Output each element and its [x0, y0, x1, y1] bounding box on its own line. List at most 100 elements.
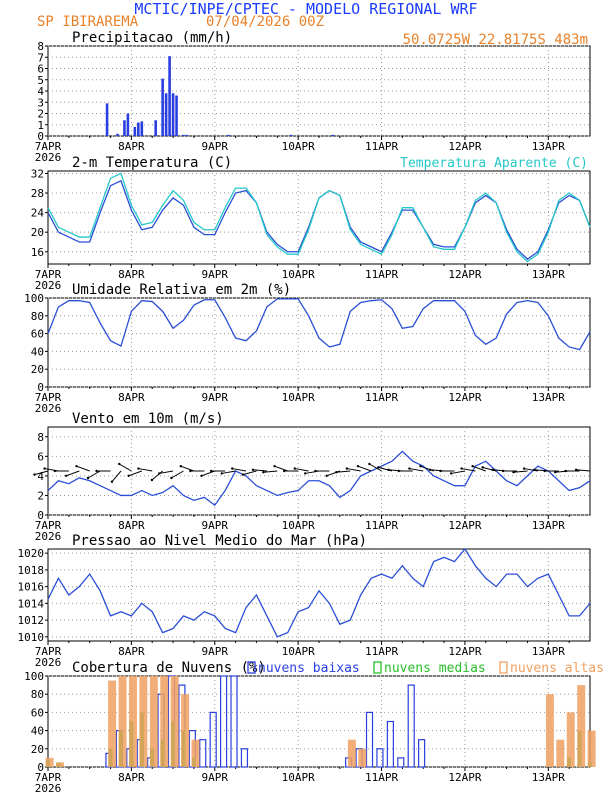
precip-bar	[126, 113, 130, 136]
cloud-bar-low	[407, 684, 415, 768]
wind-vector-head	[262, 471, 265, 474]
wind-vector-head	[231, 467, 234, 470]
x-tick-label: 13APR	[532, 645, 565, 658]
wind-vector	[409, 468, 424, 472]
y-tick-label: 3	[37, 96, 44, 109]
x-tick-label: 9APR	[202, 391, 229, 404]
panel-title: Pressao ao Nivel Medio do Mar (hPa)	[72, 533, 367, 549]
wind-vector-head	[554, 471, 557, 474]
y-tick-label: 7	[37, 51, 44, 64]
cloud-bar-high	[160, 676, 169, 767]
x-year-label: 2026	[35, 402, 62, 415]
x-tick-label: 11APR	[365, 268, 398, 281]
y-tick-label: 2	[37, 489, 44, 502]
wind-vector	[513, 470, 528, 473]
station-name: SP IBIRAREMA	[37, 14, 139, 30]
wind-vector	[472, 465, 486, 472]
x-tick-label: 8APR	[118, 519, 145, 532]
wind-vector-head	[158, 472, 161, 475]
wind-vector-head	[64, 474, 68, 477]
cloud-bar-low	[386, 720, 394, 768]
cloud-bar-high	[108, 680, 117, 767]
x-tick-label: 8APR	[118, 771, 145, 784]
x-tick-label: 12APR	[448, 771, 481, 784]
forecast-date: 07/04/2026 00Z	[206, 14, 324, 30]
precip-bar	[182, 134, 185, 136]
x-tick-label: 7APR	[35, 140, 62, 153]
wind-vector-head	[428, 468, 432, 471]
precip-bar	[133, 127, 137, 136]
wind-vector-head	[325, 474, 328, 477]
precip-bar	[171, 93, 175, 136]
precip-bar	[227, 134, 230, 136]
wind-vector-head	[127, 474, 130, 477]
precip-bar	[123, 120, 126, 136]
x-tick-label: 13APR	[532, 268, 565, 281]
y-tick-label: 8	[37, 40, 44, 53]
panel-title: 2-m Temperatura (C)	[72, 155, 232, 171]
wind-vector-head	[170, 476, 173, 480]
y-tick-label: 1014	[18, 597, 45, 610]
cloud-bar-high	[149, 676, 158, 767]
y-tick-label: 1	[37, 119, 44, 132]
y-tick-label: 0	[37, 509, 44, 522]
y-tick-label: 28	[31, 187, 44, 200]
x-tick-label: 7APR	[35, 268, 62, 281]
y-tick-label: 20	[31, 743, 44, 756]
cloud-bar-low	[219, 675, 228, 768]
y-tick-label: 0	[37, 130, 44, 143]
x-tick-label: 8APR	[118, 140, 145, 153]
wind-vector-head	[481, 466, 484, 469]
wind-vector	[274, 465, 288, 472]
cloud-bar-high	[577, 685, 586, 767]
panel-title: Precipitacao (mm/h)	[72, 30, 232, 46]
wind-vector-head	[387, 468, 390, 471]
legend-swatch	[373, 661, 382, 674]
y-tick-label: 4	[37, 470, 44, 483]
cloud-bar-high	[56, 762, 65, 767]
wind-vector	[111, 470, 122, 483]
wind-vector	[201, 470, 215, 477]
x-tick-label: 9APR	[202, 268, 229, 281]
x-tick-label: 13APR	[532, 140, 565, 153]
wind-vector-head	[314, 469, 317, 473]
y-tick-label: 24	[31, 207, 45, 220]
y-tick-label: 100	[24, 292, 44, 305]
x-tick-label: 11APR	[365, 519, 398, 532]
x-tick-label: 12APR	[448, 391, 481, 404]
plot-frame	[47, 675, 591, 768]
y-tick-label: 1010	[18, 631, 45, 644]
wind-vector	[524, 468, 538, 472]
wind-vector-head	[150, 478, 154, 482]
wind-vector-head	[377, 466, 380, 469]
wind-vector-head	[419, 465, 422, 468]
y-tick-label: 6	[37, 63, 44, 76]
wind-vector	[482, 466, 497, 472]
cloud-bar-high	[139, 676, 148, 767]
x-tick-label: 11APR	[365, 391, 398, 404]
precip-bar	[289, 134, 293, 136]
x-tick-label: 9APR	[202, 645, 229, 658]
x-year-label: 2026	[35, 782, 62, 792]
wind-vector-head	[501, 469, 505, 473]
legend-label: nuvens medias	[384, 661, 486, 676]
wind-vector-head	[137, 467, 140, 470]
cloud-bar-low	[418, 739, 426, 768]
x-tick-label: 10APR	[282, 268, 315, 281]
x-tick-label: 7APR	[35, 771, 62, 784]
y-tick-label: 0	[37, 761, 44, 774]
series-line-temp	[47, 172, 591, 263]
x-tick-label: 12APR	[448, 645, 481, 658]
wind-vector-head	[491, 468, 494, 471]
precip-bar	[331, 134, 335, 136]
y-tick-label: 40	[31, 725, 44, 738]
wind-vector	[151, 470, 163, 481]
panel-temp: 16 20 24 28 32 7APR 8APR 9APR 10APR 11APR 12APR 13A…	[31, 155, 591, 292]
x-tick-label: 7APR	[35, 391, 62, 404]
precip-bar	[161, 78, 164, 136]
wind-vector-head	[251, 468, 255, 471]
cloud-bar-low	[240, 748, 249, 768]
